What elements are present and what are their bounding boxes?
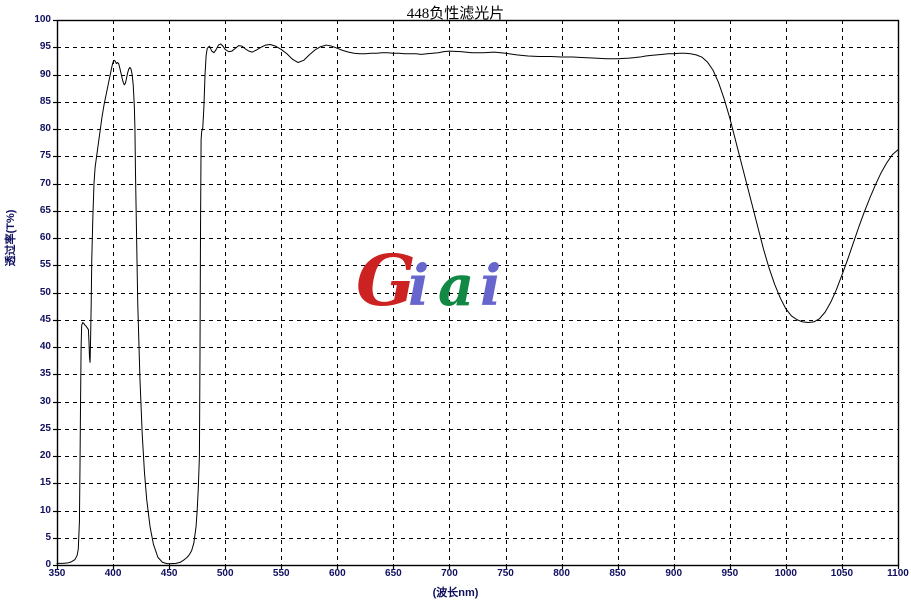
plot-frame [56, 19, 900, 567]
x-tick-label: 500 [216, 568, 234, 579]
y-tick-label: 50 [39, 286, 51, 298]
y-tick-label: 85 [39, 95, 51, 107]
x-tick-label: 850 [609, 568, 626, 579]
y-tick-label: 40 [39, 341, 51, 352]
x-tick-label: 700 [441, 568, 458, 579]
x-tick-label: 1100 [887, 568, 909, 579]
x-tick-label: 1000 [774, 568, 797, 579]
y-tick-label: 45 [39, 313, 51, 325]
x-tick-label: 600 [328, 568, 346, 579]
y-tick-label: 20 [39, 450, 51, 461]
axis-tick-marks [53, 19, 900, 569]
y-tick-label: 10 [39, 504, 51, 516]
y-tick-label: 15 [39, 477, 51, 489]
y-tick-label: 70 [39, 177, 51, 189]
x-tick-label: 350 [48, 568, 66, 579]
y-tick-label: 90 [39, 68, 51, 80]
y-tick-label: 25 [39, 422, 51, 434]
plot-border [56, 19, 900, 567]
x-tick-label: 650 [385, 568, 402, 579]
y-tick-label: 0 [45, 559, 51, 570]
x-tick-label: 400 [104, 568, 122, 579]
x-tick-label: 550 [272, 568, 290, 579]
y-tick-label: 65 [39, 204, 51, 216]
y-tick-label: 95 [39, 41, 51, 53]
y-tick-label: 60 [39, 232, 51, 243]
y-tick-label: 30 [39, 395, 51, 407]
y-tick-label: 80 [39, 123, 51, 134]
x-tick-label: 1050 [830, 568, 854, 579]
y-tick-label: 75 [39, 150, 51, 162]
x-axis-label: (波长nm) [432, 587, 479, 599]
x-tick-label: 900 [665, 568, 683, 579]
x-tick-label: 950 [721, 568, 739, 579]
y-tick-label: 5 [45, 531, 51, 543]
y-tick-label: 35 [39, 368, 51, 380]
transmittance-curve [56, 43, 899, 565]
chart-title: 448负性滤光片 [406, 6, 505, 22]
grid-lines [57, 20, 898, 565]
x-tick-label: 800 [553, 568, 570, 579]
x-tick-label: 750 [497, 568, 514, 579]
y-tick-label: 100 [34, 14, 51, 25]
y-tick-label: 55 [39, 259, 51, 271]
x-tick-label: 450 [160, 568, 178, 579]
